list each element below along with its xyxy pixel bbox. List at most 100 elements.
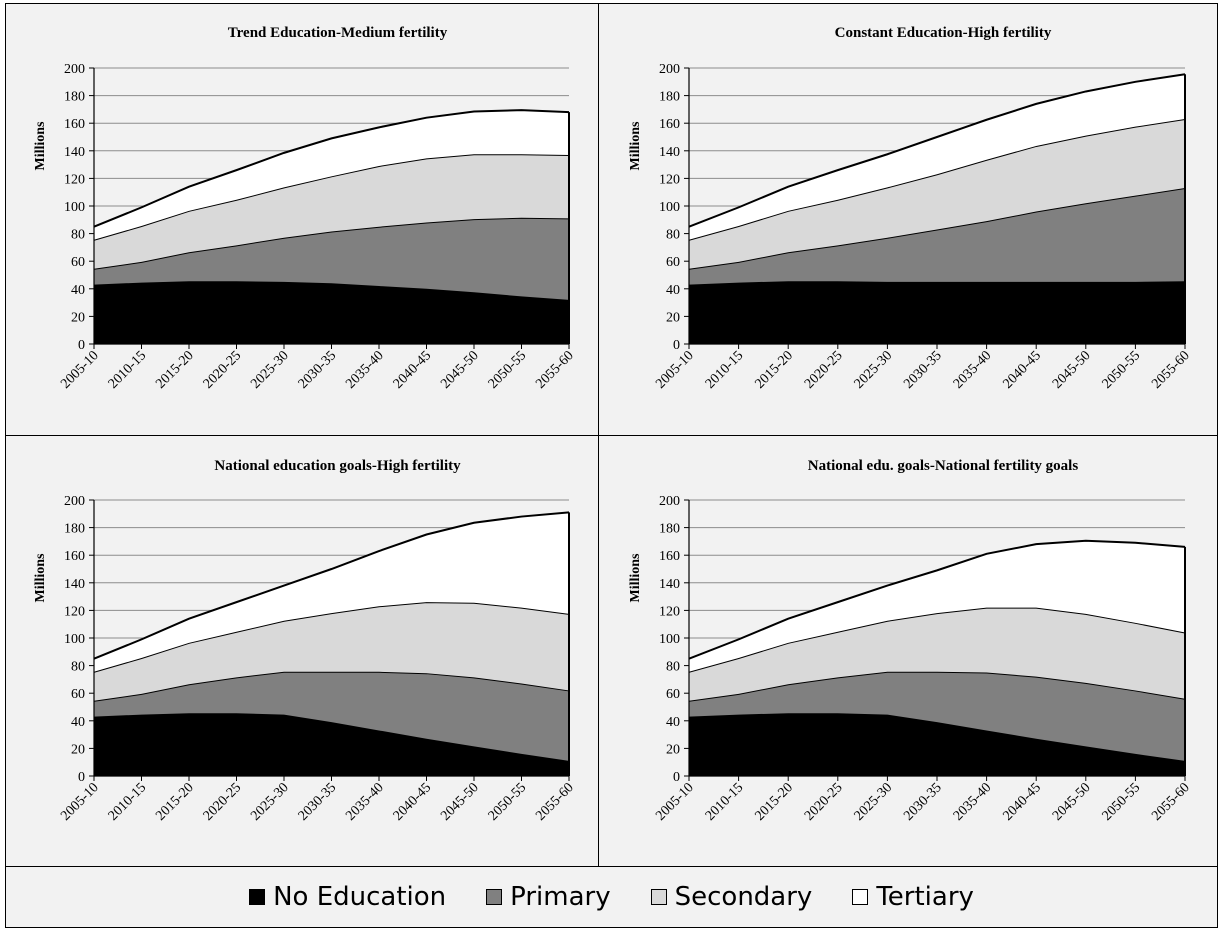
area-series-primary bbox=[689, 188, 1185, 285]
y-tick-label: 60 bbox=[71, 255, 85, 270]
y-tick-label: 160 bbox=[659, 549, 680, 564]
x-tick-label: 2005-10 bbox=[58, 348, 102, 392]
x-tick-label: 2055-60 bbox=[1149, 780, 1193, 824]
y-tick-label: 160 bbox=[659, 117, 680, 132]
y-tick-label: 0 bbox=[673, 338, 680, 353]
y-tick-label: 140 bbox=[64, 577, 85, 592]
legend-label-primary: Primary bbox=[510, 882, 611, 912]
y-tick-label: 180 bbox=[659, 90, 680, 105]
y-tick-label: 40 bbox=[71, 715, 85, 730]
legend-swatch-no-education bbox=[249, 889, 266, 905]
legend-item-tertiary: Tertiary bbox=[852, 882, 974, 912]
area-boundary-tertiary bbox=[93, 511, 570, 660]
x-tick-label: 2050-55 bbox=[486, 780, 530, 824]
y-tick-label: 40 bbox=[71, 283, 85, 298]
y-tick-label: 160 bbox=[64, 117, 85, 132]
x-tick-label: 2010-15 bbox=[106, 348, 150, 392]
area-series-secondary bbox=[94, 602, 569, 701]
y-tick-label: 0 bbox=[78, 338, 85, 353]
area-series-primary bbox=[94, 217, 569, 300]
y-tick-label: 200 bbox=[659, 494, 680, 509]
y-axis-label: Millions bbox=[33, 553, 48, 603]
y-tick-label: 120 bbox=[659, 172, 680, 187]
chart-title: Constant Education-High fertility bbox=[835, 25, 1052, 41]
y-tick-label: 120 bbox=[64, 604, 85, 619]
y-tick-label: 20 bbox=[71, 310, 85, 325]
legend-item-secondary: Secondary bbox=[650, 882, 813, 912]
area-series-secondary bbox=[689, 119, 1185, 269]
x-tick-label: 2025-30 bbox=[852, 348, 896, 392]
y-tick-label: 100 bbox=[659, 200, 680, 215]
legend-item-primary: Primary bbox=[486, 882, 611, 912]
x-tick-label: 2035-40 bbox=[343, 780, 387, 824]
chart-panel-trend-education: Trend Education-Medium fertility Millions… bbox=[5, 3, 600, 437]
y-tick-label: 20 bbox=[666, 742, 680, 757]
area-series-primary bbox=[94, 671, 569, 761]
x-tick-label: 2030-35 bbox=[901, 780, 945, 824]
y-tick-label: 100 bbox=[64, 200, 85, 215]
x-tick-label: 2040-45 bbox=[391, 348, 435, 392]
x-tick-label: 2020-25 bbox=[201, 348, 245, 392]
x-tick-label: 2045-50 bbox=[1050, 348, 1094, 392]
legend-label-no-education: No Education bbox=[273, 882, 447, 912]
x-tick-label: 2045-50 bbox=[438, 348, 482, 392]
area-series-primary bbox=[689, 671, 1185, 761]
x-tick-label: 2005-10 bbox=[653, 780, 697, 824]
x-tick-label: 2050-55 bbox=[1100, 780, 1144, 824]
y-tick-label: 200 bbox=[659, 62, 680, 77]
x-tick-label: 2025-30 bbox=[248, 780, 292, 824]
x-tick-label: 2045-50 bbox=[1050, 780, 1094, 824]
y-tick-label: 40 bbox=[666, 283, 680, 298]
y-tick-label: 140 bbox=[659, 145, 680, 160]
y-tick-label: 140 bbox=[64, 145, 85, 160]
area-series-tertiary bbox=[689, 540, 1185, 672]
x-tick-label: 2025-30 bbox=[248, 348, 292, 392]
y-tick-label: 20 bbox=[666, 310, 680, 325]
legend-label-secondary: Secondary bbox=[674, 882, 813, 912]
y-tick-label: 180 bbox=[64, 522, 85, 537]
y-tick-label: 40 bbox=[666, 715, 680, 730]
chart-svg-national-education-high: National education goals-High fertility M… bbox=[33, 458, 577, 824]
chart-title: Trend Education-Medium fertility bbox=[228, 25, 448, 41]
y-tick-label: 20 bbox=[71, 742, 85, 757]
x-tick-label: 2010-15 bbox=[703, 780, 747, 824]
y-tick-label: 180 bbox=[659, 522, 680, 537]
y-tick-label: 60 bbox=[666, 255, 680, 270]
area-series-tertiary bbox=[94, 512, 569, 672]
area-series-no-education bbox=[689, 281, 1185, 344]
y-tick-label: 200 bbox=[64, 494, 85, 509]
x-tick-label: 2030-35 bbox=[296, 348, 340, 392]
x-tick-label: 2020-25 bbox=[201, 780, 245, 824]
x-tick-label: 2030-35 bbox=[901, 348, 945, 392]
x-tick-label: 2010-15 bbox=[703, 348, 747, 392]
x-tick-label: 2035-40 bbox=[951, 780, 995, 824]
y-tick-label: 60 bbox=[666, 687, 680, 702]
y-tick-label: 80 bbox=[71, 660, 85, 675]
x-tick-label: 2040-45 bbox=[391, 780, 435, 824]
x-tick-label: 2015-20 bbox=[752, 780, 796, 824]
legend-label-tertiary: Tertiary bbox=[876, 882, 974, 912]
x-tick-label: 2050-55 bbox=[1100, 348, 1144, 392]
x-tick-label: 2005-10 bbox=[58, 780, 102, 824]
area-boundary-tertiary bbox=[688, 73, 1186, 228]
x-tick-label: 2015-20 bbox=[153, 348, 197, 392]
y-tick-label: 160 bbox=[64, 549, 85, 564]
chart-title: National education goals-High fertility bbox=[214, 458, 461, 474]
y-axis-label: Millions bbox=[628, 553, 643, 603]
x-tick-label: 2030-35 bbox=[296, 780, 340, 824]
chart-svg-national-goals: National edu. goals-National fertility g… bbox=[628, 458, 1193, 824]
x-tick-label: 2045-50 bbox=[438, 780, 482, 824]
x-tick-label: 2010-15 bbox=[106, 780, 150, 824]
legend: No Education Primary Secondary Tertiary bbox=[5, 866, 1218, 928]
y-tick-label: 100 bbox=[64, 632, 85, 647]
chart-svg-trend-education: Trend Education-Medium fertility Millions… bbox=[33, 25, 577, 392]
x-tick-label: 2035-40 bbox=[951, 348, 995, 392]
y-axis-label: Millions bbox=[628, 121, 643, 171]
x-tick-label: 2015-20 bbox=[153, 780, 197, 824]
x-tick-label: 2050-55 bbox=[486, 348, 530, 392]
legend-swatch-tertiary bbox=[852, 889, 869, 905]
area-boundary-tertiary bbox=[93, 109, 570, 228]
area-series-no-education bbox=[689, 713, 1185, 776]
x-tick-label: 2040-45 bbox=[1000, 348, 1044, 392]
